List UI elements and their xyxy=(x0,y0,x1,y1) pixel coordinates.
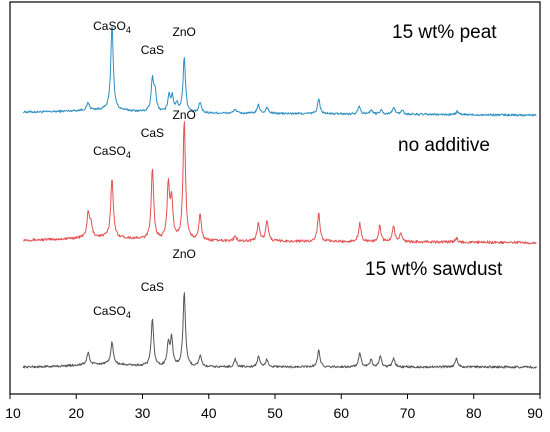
peak-label-1-1: CaSO4 xyxy=(93,19,131,35)
peak-label-subscript: 4 xyxy=(126,150,131,160)
series-trace-3 xyxy=(22,292,537,369)
peak-label-subscript: 4 xyxy=(126,310,131,320)
series-trace-1 xyxy=(22,26,537,117)
series-trace-2 xyxy=(23,121,537,245)
series-name-3: 15 wt% sawdust xyxy=(365,259,503,280)
x-tick-label-10: 10 xyxy=(5,405,21,421)
x-tick-label-80: 80 xyxy=(466,405,482,421)
peak-label-2-1: CaSO4 xyxy=(93,144,131,160)
x-tick-label-40: 40 xyxy=(201,405,217,421)
peak-label-2-2: CaS xyxy=(141,126,164,140)
peak-label-3-3: ZnO xyxy=(173,247,196,261)
series-name-1: 15 wt% peat xyxy=(392,22,497,43)
plot-frame xyxy=(9,1,541,395)
peak-label-1-2: CaS xyxy=(141,43,164,57)
peak-label-1-3: ZnO xyxy=(173,25,196,39)
peak-labels-group: CaSO4 CaS ZnO CaSO4 CaS ZnO CaSO4 CaS ZnO xyxy=(93,19,196,320)
peak-label-3-1: CaSO4 xyxy=(93,304,131,320)
x-tick-label-20: 20 xyxy=(68,405,84,421)
peak-label-subscript: 4 xyxy=(126,25,131,35)
x-tick-label-50: 50 xyxy=(267,405,283,421)
x-tick-label-90: 90 xyxy=(527,405,543,421)
series-name-2: no additive xyxy=(398,135,490,156)
x-tick-label-60: 60 xyxy=(333,405,349,421)
series-labels-group: 15 wt% peat no additive 15 wt% sawdust xyxy=(365,22,503,280)
x-tick-label-30: 30 xyxy=(135,405,151,421)
x-axis-ticks: 10 20 30 40 50 60 70 80 90 xyxy=(5,394,543,421)
x-tick-label-70: 70 xyxy=(400,405,416,421)
peak-label-3-2: CaS xyxy=(141,280,164,294)
peak-label-2-3: ZnO xyxy=(173,108,196,122)
traces-group xyxy=(22,26,537,369)
